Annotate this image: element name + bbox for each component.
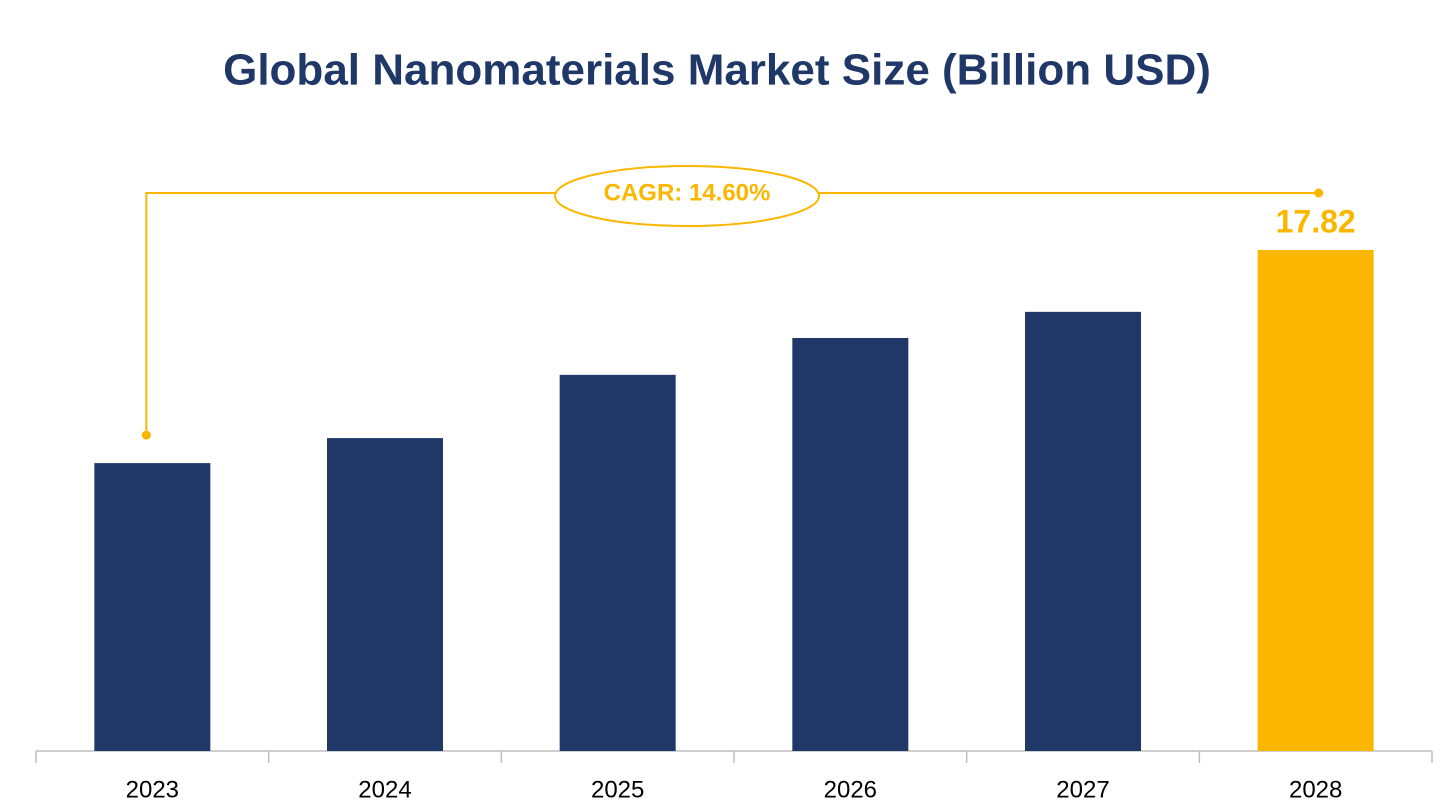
bar <box>792 337 909 751</box>
bar <box>559 374 676 751</box>
bar <box>1025 311 1141 751</box>
cagr-dot <box>1314 188 1324 198</box>
bar <box>1257 250 1374 751</box>
chart-title: Global Nanomaterials Market Size (Billio… <box>223 46 1211 95</box>
cagr-dot <box>141 430 151 440</box>
cagr-badge <box>554 165 820 227</box>
bar <box>327 438 443 751</box>
cagr-label: CAGR: 14.60% <box>604 179 771 206</box>
data-label: 17.82 <box>1276 203 1356 239</box>
x-tick-label: 2024 <box>358 776 411 803</box>
cagr-line <box>145 192 555 436</box>
x-tick-label: 2027 <box>1056 776 1109 803</box>
x-tick-label: 2023 <box>126 776 179 803</box>
x-tick-label: 2028 <box>1289 776 1342 803</box>
x-tick-label: 2026 <box>824 776 877 803</box>
x-tick-label: 2025 <box>591 776 644 803</box>
bar <box>94 463 211 751</box>
